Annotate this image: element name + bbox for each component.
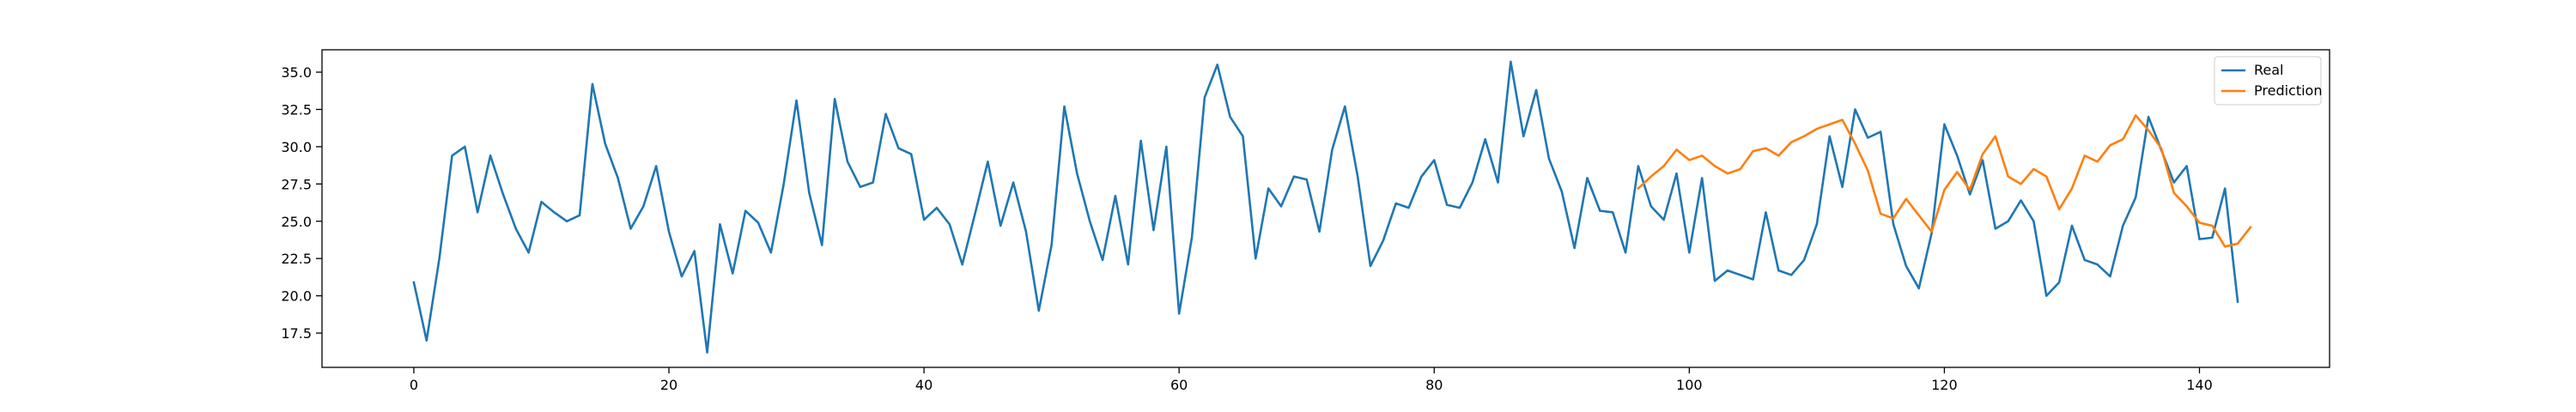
legend-label-prediction: Prediction bbox=[2254, 82, 2322, 99]
x-tick-label: 40 bbox=[915, 377, 933, 393]
series-layer bbox=[412, 60, 2252, 354]
x-tick-label: 140 bbox=[2186, 377, 2213, 393]
y-tick-label: 32.5 bbox=[281, 101, 312, 118]
y-tick-label: 17.5 bbox=[281, 325, 312, 342]
plot-area bbox=[322, 50, 2330, 367]
y-tick-label: 22.5 bbox=[281, 251, 312, 267]
y-axis: 17.5 20.0 22.5 25.0 27.5 30.0 32.5 35.0 bbox=[281, 64, 322, 342]
series-line-real bbox=[412, 60, 2239, 354]
y-tick-label: 25.0 bbox=[281, 214, 312, 230]
x-tick-label: 80 bbox=[1425, 377, 1443, 393]
x-tick-label: 100 bbox=[1676, 377, 1703, 393]
x-tick-label: 120 bbox=[1931, 377, 1958, 393]
x-tick-label: 20 bbox=[660, 377, 677, 393]
y-tick-label: 30.0 bbox=[281, 139, 312, 155]
series-line-prediction bbox=[1637, 114, 2252, 248]
y-tick-label: 27.5 bbox=[281, 176, 312, 192]
x-axis: 0 20 40 60 80 100 120 140 bbox=[410, 367, 2213, 393]
y-tick-label: 35.0 bbox=[281, 64, 312, 81]
x-tick-label: 60 bbox=[1170, 377, 1188, 393]
legend: Real Prediction bbox=[2214, 56, 2322, 106]
y-tick-label: 20.0 bbox=[281, 288, 312, 305]
legend-label-real: Real bbox=[2254, 62, 2284, 78]
x-tick-label: 0 bbox=[410, 377, 418, 393]
legend-box bbox=[2214, 56, 2322, 106]
axes-frame bbox=[321, 49, 2330, 368]
